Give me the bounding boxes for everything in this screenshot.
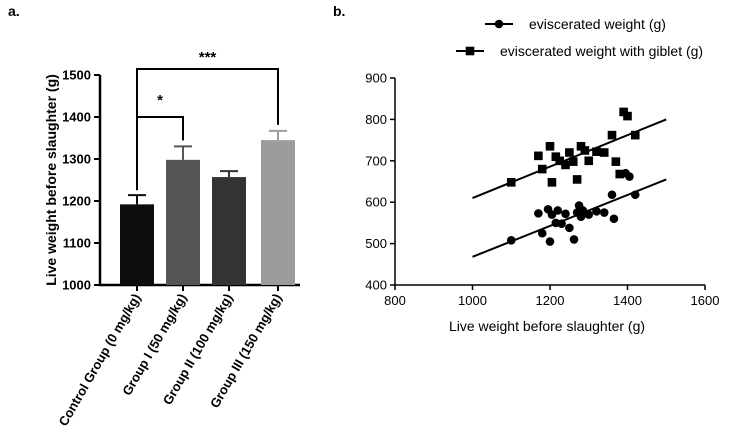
- panel-b-fit-lines: [472, 118, 667, 258]
- panel-b-point-square: [537, 164, 547, 174]
- panel-b-scatter-chart: b. 400 500 600 700 800 900 800 1000 1200 1400 160…: [333, 3, 719, 334]
- panel-b-point-square: [506, 178, 516, 187]
- panel-b-x-tick-label: 1400: [613, 293, 642, 308]
- panel-b-label: b.: [333, 3, 345, 19]
- panel-b-point-square: [547, 178, 557, 187]
- panel-b-x-tick-label: 1600: [691, 293, 720, 308]
- panel-b-point-circle: [506, 235, 516, 245]
- panel-b-point-circle: [592, 207, 601, 216]
- panel-a-bar: [120, 204, 154, 285]
- panel-a-y-tick-label: 1400: [62, 110, 91, 125]
- panel-b-x-tick-label: 800: [384, 293, 406, 308]
- panel-a-y-tick-label: 1100: [63, 236, 91, 251]
- panel-a-category-labels: Control Group (0 mg/kg)Group I (50 mg/kg…: [55, 285, 285, 429]
- panel-b-y-tick-label: 400: [365, 278, 387, 293]
- panel-b-point-square: [580, 146, 590, 155]
- panel-a-significance-bracket: [136, 68, 279, 191]
- panel-b-point-square: [592, 147, 601, 156]
- panel-b-x-tick-label: 1000: [458, 293, 487, 308]
- panel-b-point-circle: [607, 190, 617, 200]
- panel-a-significance-label: *: [157, 92, 163, 109]
- panel-b-point-circle: [569, 235, 579, 244]
- panel-b-point-square: [534, 151, 543, 161]
- panel-b-point-square: [565, 148, 574, 157]
- panel-b-y-tick-label: 600: [365, 195, 387, 210]
- panel-b-point-square: [611, 157, 621, 166]
- panel-b-y-tick-label: 800: [365, 112, 387, 127]
- panel-a-y-tick-label: 1500: [62, 68, 91, 83]
- panel-b-x-tick-label: 1200: [536, 293, 565, 308]
- panel-b-point-circle: [599, 208, 609, 217]
- panel-b-y-tick-label: 700: [365, 153, 387, 168]
- panel-b-point-circle: [553, 206, 563, 215]
- panel-b-point-circle: [625, 172, 634, 181]
- panel-a-bar: [166, 159, 200, 285]
- panel-b-point-square: [607, 130, 617, 140]
- panel-b-point-circle: [534, 209, 543, 218]
- panel-b-point-circle: [557, 219, 566, 229]
- panel-b-point-circle: [561, 209, 570, 219]
- panel-b-points: [506, 107, 640, 246]
- legend-label: eviscerated weight (g): [529, 16, 666, 32]
- panel-a-bars: [120, 140, 295, 285]
- panel-b-point-circle: [609, 214, 619, 224]
- legend-marker-circle: [494, 19, 504, 29]
- panel-a-significance-label: ***: [199, 49, 217, 66]
- panel-b-point-square: [572, 175, 582, 184]
- panel-b-point-square: [599, 148, 609, 157]
- panel-a-y-tick-label: 1000: [62, 278, 91, 293]
- panel-b-point-square: [630, 130, 640, 140]
- panel-a-y-tick-label: 1200: [62, 194, 91, 209]
- panel-b-point-circle: [545, 237, 555, 246]
- panel-a-label: a.: [8, 3, 20, 19]
- panel-b-point-square: [615, 169, 625, 179]
- panel-a-category-label: Control Group (0 mg/kg): [55, 291, 143, 429]
- panel-a-error-bars: [128, 129, 287, 205]
- panel-a-y-tick-label: 1300: [62, 152, 91, 167]
- panel-b-x-ticks: 800 1000 1200 1400 1600: [384, 285, 719, 308]
- legend-marker-square: [465, 46, 475, 56]
- panel-b-point-circle: [537, 228, 547, 238]
- panel-b-point-square: [555, 156, 564, 166]
- panel-b-point-square: [584, 156, 594, 166]
- panel-a-y-ticks: 1000 1100 1200 1300 1400 1500: [62, 68, 100, 293]
- panel-b-point-square: [568, 157, 578, 166]
- panel-b-point-circle: [565, 223, 574, 233]
- panel-b-point-square: [545, 142, 555, 151]
- panel-b-point-square: [561, 160, 570, 170]
- panel-b-legend: eviscerated weight (g) eviscerated weight…: [456, 16, 703, 59]
- panel-b-y-ticks: 400 500 600 700 800 900: [365, 71, 395, 293]
- panel-b-y-tick-label: 500: [365, 236, 387, 251]
- panel-a-y-axis-label: Live weight before slaughter (g): [43, 74, 59, 286]
- legend-label: eviscerated weight with giblet (g): [500, 43, 703, 59]
- panel-a-bar: [212, 177, 246, 285]
- panel-b-x-axis-label: Live weight before slaughter (g): [449, 318, 645, 334]
- panel-b-point-circle: [630, 190, 640, 200]
- panel-a-significance: ****: [136, 49, 279, 191]
- panel-b-y-tick-label: 900: [365, 71, 387, 86]
- panel-a-bar: [261, 140, 295, 285]
- panel-a-bar-chart: a. Live weight before slaughter (g) 1000…: [8, 3, 300, 429]
- panel-b-point-circle: [584, 210, 594, 219]
- panel-b-point-square: [623, 111, 632, 121]
